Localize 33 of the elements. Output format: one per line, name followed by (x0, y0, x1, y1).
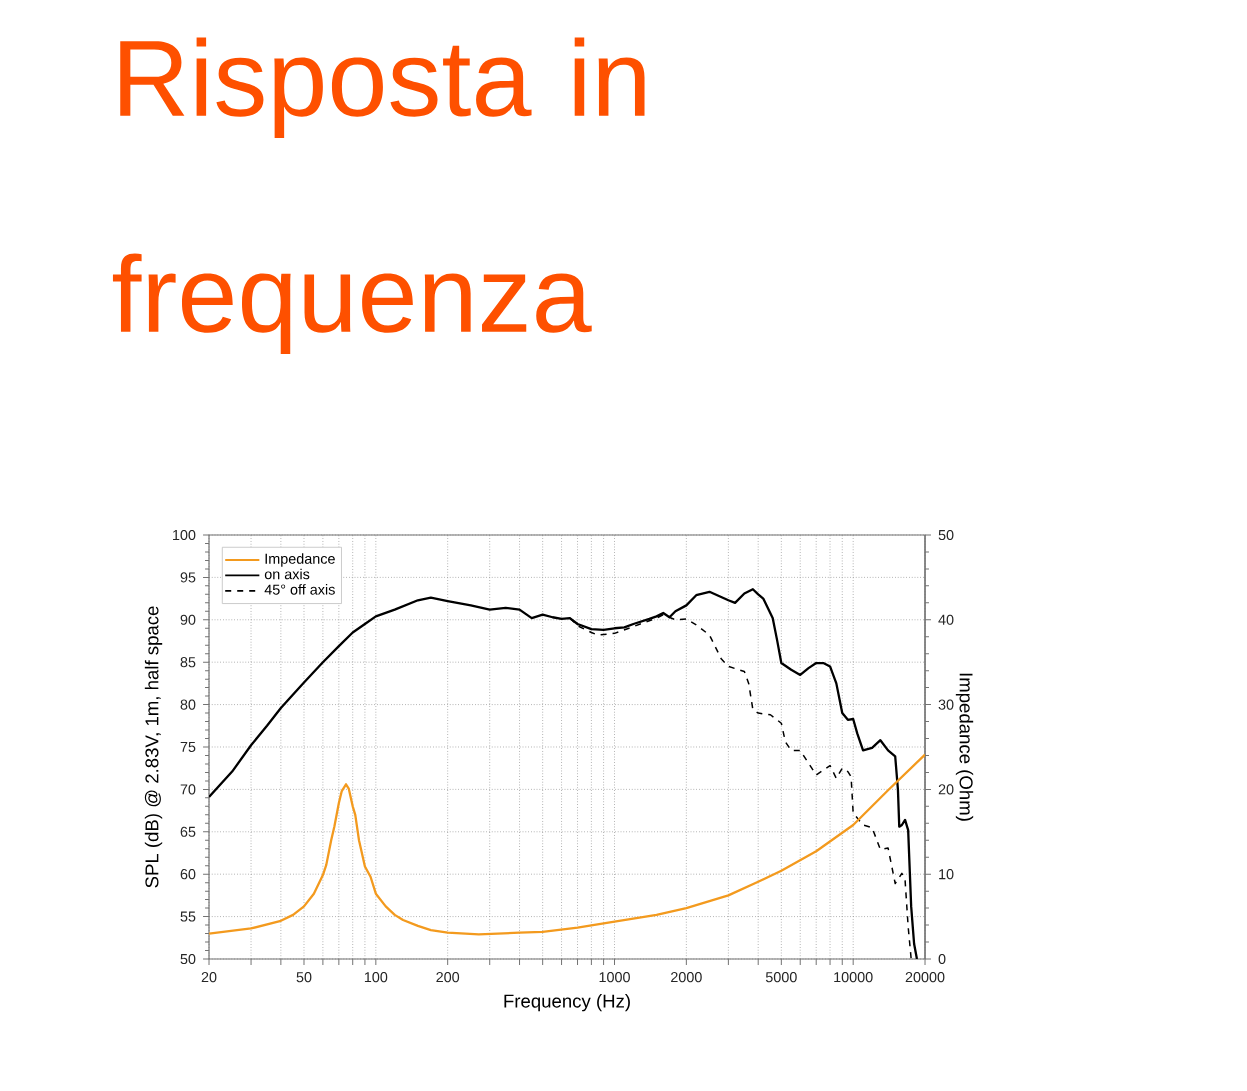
y-tick-label: 70 (180, 784, 196, 795)
y2-tick-label: 20 (938, 784, 954, 795)
y2-tick-label: 40 (938, 614, 954, 625)
y-tick-label: 55 (180, 911, 196, 922)
y2-tick-label: 10 (939, 869, 954, 880)
x-tick-label: 20000 (905, 972, 945, 983)
y-tick-label: 90 (180, 614, 196, 625)
y2-axis-title: Impedance (Ohm) (955, 673, 974, 821)
y-tick-label: 95 (180, 572, 196, 583)
x-tick-label: 1000 (599, 972, 630, 983)
x-tick-label: 100 (364, 972, 388, 983)
x-tick-label: 20 (201, 972, 217, 983)
y-tick-label: 80 (180, 699, 196, 710)
y-axis-title: SPL (dB) @ 2.83V, 1m, half space (144, 606, 163, 888)
y2-tick-label: 0 (938, 953, 946, 965)
x-tick-label: 200 (436, 972, 460, 983)
legend-label: Impedance (265, 553, 335, 567)
chart-title: Risposta in frequenza (112, 37, 645, 355)
y-tick-label: 60 (180, 869, 196, 880)
y-tick-label: 75 (180, 741, 196, 752)
x-axis-title: Frequency (Hz) (504, 993, 630, 1012)
y-tick-label: 100 (173, 529, 196, 541)
x-tick-label: 50 (296, 972, 312, 983)
y2-tick-label: 50 (938, 529, 954, 541)
y-tick-label: 65 (180, 826, 196, 837)
legend-label: 45° off axis (264, 584, 335, 595)
y2-tick-label: 30 (938, 699, 954, 710)
x-tick-label: 5000 (765, 972, 797, 983)
legend-label: on axis (264, 568, 310, 580)
x-tick-label: 2000 (671, 972, 702, 983)
y-tick-label: 85 (180, 657, 196, 668)
x-tick-label: 10000 (834, 972, 873, 983)
y-tick-label: 50 (180, 953, 196, 965)
